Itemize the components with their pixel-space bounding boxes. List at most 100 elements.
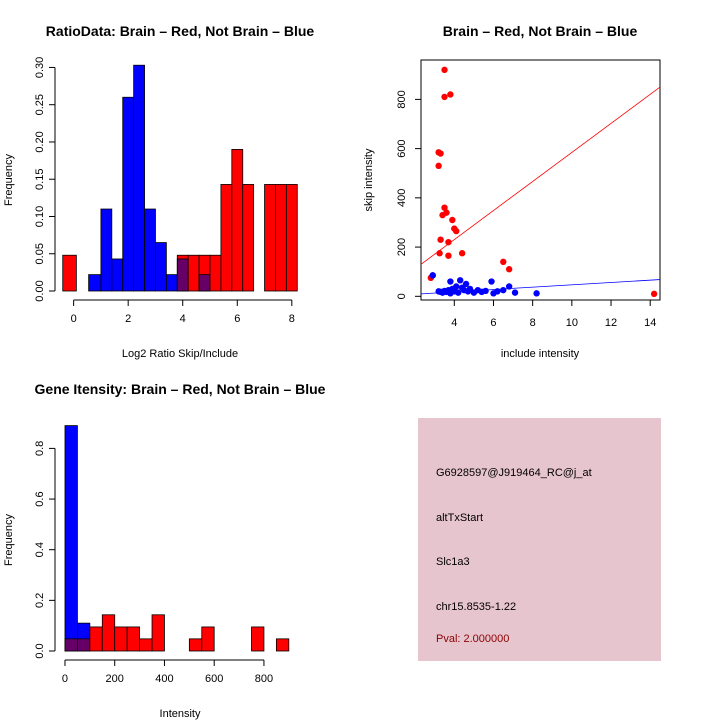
hist-bar-0-11 [187,254,200,292]
x-tick-label-2-4: 800 [255,673,273,685]
hist-bar-0-19 [275,184,287,292]
x-tick-label-2-3: 600 [205,673,223,685]
y-tick-label-0-3: 0.15 [34,169,46,190]
scatter-marks [420,66,661,298]
hist-bar-2-6 [139,638,153,652]
scatter-point-1-11 [455,289,462,296]
hist-bar-0-7 [144,208,156,292]
y-tick-label-2-0: 0.0 [34,643,46,658]
gene-intensity-bars [64,425,290,652]
hist-bar-0-0 [62,254,77,292]
scatter-y-tick-label-3: 600 [396,139,408,157]
ratio-histogram-ylabel: Frequency [3,154,15,206]
scatter-point-1-27 [511,289,519,296]
ratio-histogram-xlabel: Log2 Ratio Skip/Include [122,348,238,360]
scatter-point-1-21 [482,287,489,295]
hist-bar-2-11 [201,626,215,652]
hist-bar-0-18 [264,184,276,292]
x-tick-label-0-3: 6 [234,313,240,325]
gene-intensity-axes: 0 200 400 600 800 0.0 0.2 0.4 0.6 0.8 [34,441,273,685]
ratio-histogram-bars [62,64,298,292]
x-tick-label-2-2: 400 [155,673,173,685]
hist-bar-2-5 [126,626,140,652]
info-pval: Pval: 2.000000 [436,633,509,645]
hist-bar-0-4 [111,258,124,292]
scatter-x-tick-label-3: 10 [566,317,578,329]
scatter-point-1-12 [456,277,464,284]
hist-overlap-bar-0-12 [198,274,211,292]
hist-bar-0-13 [209,254,222,292]
x-tick-label-0-4: 8 [289,313,295,325]
info-panel-background [418,418,661,661]
y-tick-label-0-1: 0.05 [34,243,46,264]
hist-bar-0-9 [165,274,178,292]
scatter-x-tick-label-1: 6 [490,317,496,329]
scatter-title: Brain – Red, Not Brain – Blue [443,23,638,39]
scatter-point-0-10 [441,93,448,101]
y-tick-label-0-2: 0.10 [34,206,46,227]
scatter-point-0-21 [650,290,658,298]
y-tick-label-2-3: 0.6 [34,491,46,506]
scatter-x-tick-label-2: 8 [530,317,536,329]
scatter-point-0-13 [445,238,452,246]
y-tick-label-0-0: 0.00 [34,280,46,301]
scatter-point-0-6 [437,236,444,243]
gene-intensity-histogram-panel: Gene Itensity: Brain – Red, Not Brain – … [3,381,326,720]
hist-overlap-bar-0-10 [176,258,189,292]
scatter-point-0-20 [505,266,513,273]
ratio-histogram-panel: RatioData: Brain – Red, Not Brain – Blue… [3,23,314,360]
y-tick-label-2-4: 0.8 [34,441,46,456]
scatter-plot-box [420,59,661,301]
scatter-point-0-8 [441,204,448,211]
scatter-point-0-19 [500,258,507,266]
scatter-y-tick-label-2: 400 [396,189,408,207]
intensity-scatter-panel: Brain – Red, Not Brain – Blue include in… [363,23,661,360]
info-panel: G6928597@J919464_RC@j_at altTxStart Slc1… [418,418,661,661]
scatter-y-tick-label-4: 800 [396,90,408,108]
hist-bar-2-15 [251,626,265,652]
hist-bar-0-15 [231,149,244,292]
x-tick-label-0-0: 0 [71,313,77,325]
gene-intensity-title: Gene Itensity: Brain – Red, Not Brain – … [35,381,326,397]
scatter-point-1-0 [429,272,436,279]
hist-bar-2-7 [151,614,165,652]
info-location: chr15.8535-1.22 [436,601,516,613]
hist-bar-2-3 [101,614,116,652]
scatter-point-1-29 [533,290,540,297]
scatter-x-tick-label-5: 14 [644,317,656,329]
gene-intensity-xlabel: Intensity [160,708,201,720]
hist-bar-0-16 [242,184,255,292]
hist-bar-0-8 [155,242,167,292]
scatter-point-1-22 [488,278,495,285]
scatter-point-0-16 [453,227,460,235]
ratio-histogram-axes: 0 2 4 6 8 0.00 0.05 0.10 0.15 0.20 0.25 0.30 [34,57,295,325]
scatter-xlabel: include intensity [501,348,580,360]
hist-bar-2-4 [114,626,128,652]
hist-bar-2-17 [275,638,290,652]
scatter-y-tick-label-1: 200 [396,238,408,256]
hist-bar-0-2 [88,274,102,292]
scatter-point-1-26 [505,283,513,290]
hist-bar-0-20 [285,184,298,292]
x-tick-label-2-1: 200 [106,673,124,685]
x-tick-label-2-0: 0 [62,673,68,685]
hist-bar-0-5 [122,96,135,292]
ratio-histogram-title: RatioData: Brain – Red, Not Brain – Blue [46,23,315,39]
scatter-point-0-5 [436,250,443,257]
scatter-point-0-12 [443,209,450,216]
hist-bar-2-0 [64,425,78,652]
scatter-point-0-17 [445,252,452,259]
y-tick-label-2-1: 0.2 [34,593,46,608]
info-probe-id: G6928597@J919464_RC@j_at [436,467,592,479]
scatter-point-1-24 [494,288,501,295]
y-tick-label-0-6: 0.30 [34,57,46,78]
scatter-x-tick-label-4: 12 [605,317,617,329]
scatter-axes: 4 6 8 10 12 14 0 200 400 600 800 [396,90,656,329]
hist-bar-2-10 [188,638,203,652]
scatter-point-1-15 [462,280,470,288]
info-gene-symbol: Slc1a3 [436,556,470,568]
scatter-y-tick-label-0: 0 [396,293,408,299]
fit-line-brain [420,86,661,265]
hist-bar-0-3 [100,208,113,292]
